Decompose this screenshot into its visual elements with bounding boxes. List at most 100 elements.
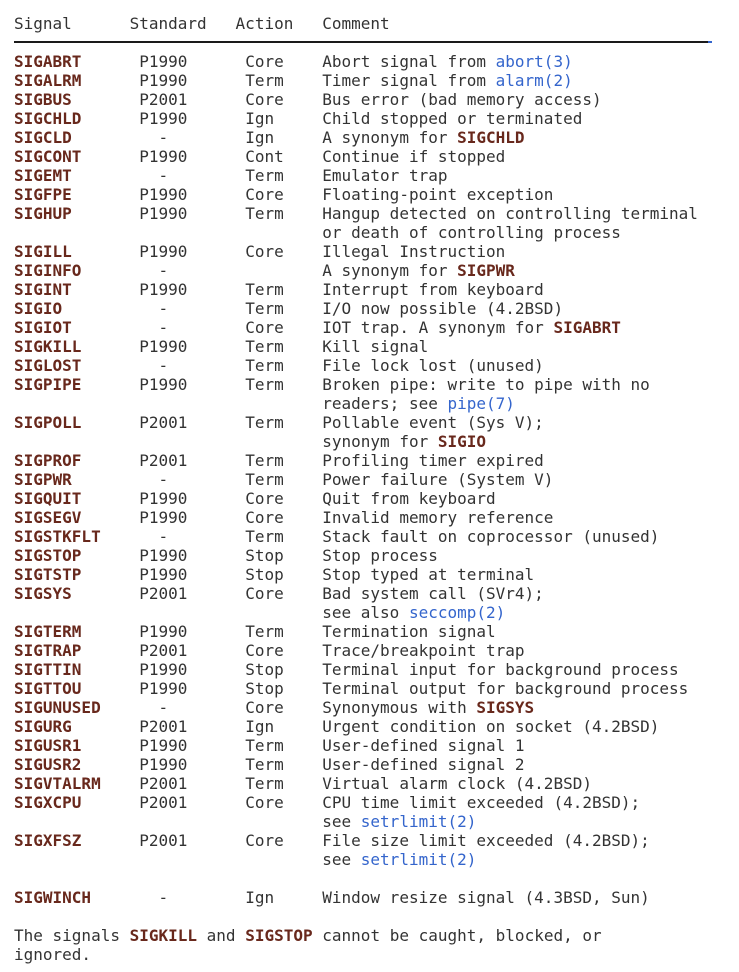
table-row: SIGIO - Term I/O now possible (4.2BSD) xyxy=(14,299,729,318)
signal-name: SIGHUP xyxy=(14,204,72,223)
comment-cell: readers; see pipe(7) xyxy=(322,394,515,413)
table-row-wrap: see setrlimit(2) xyxy=(14,812,729,831)
standard-cell: P1990 xyxy=(139,489,188,508)
comment-text: Floating-point exception xyxy=(322,185,554,204)
comment-text: Profiling timer expired xyxy=(322,451,544,470)
table-row-wrap: see also seccomp(2) xyxy=(14,603,729,622)
standard-cell: P2001 xyxy=(139,451,188,470)
table-row: SIGUSR1 P1990 Term User-defined signal 1 xyxy=(14,736,729,755)
standard-cell: P1990 xyxy=(139,185,188,204)
table-header-row: Signal Standard Action Comment xyxy=(14,14,729,33)
action-cell: Term xyxy=(245,166,284,185)
action-cell: Core xyxy=(245,508,284,527)
signal-name: SIGTTOU xyxy=(14,679,82,698)
comment-cell: see also seccomp(2) xyxy=(322,603,505,622)
man-page-link[interactable]: alarm(2) xyxy=(495,71,573,90)
column-header-action: Action xyxy=(235,14,294,33)
standard-cell: - xyxy=(158,698,169,717)
standard-cell: - xyxy=(158,299,169,318)
comment-cell: Illegal Instruction xyxy=(322,242,505,261)
comment-text: synonym for xyxy=(322,432,438,451)
table-row: SIGKILL P1990 Term Kill signal xyxy=(14,337,729,356)
comment-cell: synonym for SIGIO xyxy=(322,432,486,451)
signal-name: SIGCONT xyxy=(14,147,82,166)
comment-cell: Quit from keyboard xyxy=(322,489,495,508)
comment-cell: see setrlimit(2) xyxy=(322,850,476,869)
action-cell: Term xyxy=(245,622,284,641)
standard-cell: P2001 xyxy=(139,831,188,850)
action-cell: Term xyxy=(245,71,284,90)
man-page-link[interactable]: seccomp(2) xyxy=(408,603,506,622)
signal-name: SIGKILL xyxy=(14,337,82,356)
comment-text: Invalid memory reference xyxy=(322,508,554,527)
standard-cell: P2001 xyxy=(139,717,188,736)
comment-text: Window resize signal (4.3BSD, Sun) xyxy=(322,888,650,907)
table-row: SIGALRM P1990 Term Timer signal from alarm(… xyxy=(14,71,729,90)
table-row: SIGABRT P1990 Core Abort signal from abort(… xyxy=(14,52,729,71)
man-page-link[interactable]: setrlimit(2) xyxy=(360,850,477,869)
signal-ref: SIGCHLD xyxy=(457,128,525,147)
signal-name: SIGUSR1 xyxy=(14,736,82,755)
table-row-wrap: or death of controlling process xyxy=(14,223,729,242)
header-rule-blue-cap xyxy=(707,41,712,43)
standard-cell: P1990 xyxy=(139,242,188,261)
comment-text: User-defined signal 1 xyxy=(322,736,525,755)
action-cell: Term xyxy=(245,527,284,546)
table-row: SIGHUP P1990 Term Hangup detected on contro… xyxy=(14,204,729,223)
comment-cell: I/O now possible (4.2BSD) xyxy=(322,299,563,318)
signal-name: SIGIO xyxy=(14,299,63,318)
signal-name: SIGSTKFLT xyxy=(14,527,101,546)
table-row: SIGPROF P2001 Term Profiling timer expired xyxy=(14,451,729,470)
table-row: SIGUSR2 P1990 Term User-defined signal 2 xyxy=(14,755,729,774)
standard-cell: P1990 xyxy=(139,204,188,223)
table-row: SIGPOLL P2001 Term Pollable event (Sys V); xyxy=(14,413,729,432)
standard-cell: P2001 xyxy=(139,641,188,660)
standard-cell: P1990 xyxy=(139,71,188,90)
comment-text: I/O now possible (4.2BSD) xyxy=(322,299,564,318)
action-cell: Term xyxy=(245,451,284,470)
action-cell: Term xyxy=(245,736,284,755)
standard-cell: P1990 xyxy=(139,755,188,774)
comment-text: The signals xyxy=(14,926,130,945)
table-row-wrap: synonym for SIGIO xyxy=(14,432,729,451)
table-row: SIGLOST - Term File lock lost (unused) xyxy=(14,356,729,375)
comment-text: Power failure (System V) xyxy=(322,470,554,489)
signal-name: SIGILL xyxy=(14,242,72,261)
table-row: SIGWINCH - Ign Window resize signal (4.3BSD… xyxy=(14,888,729,907)
standard-cell: P1990 xyxy=(139,508,188,527)
comment-text: Kill signal xyxy=(322,337,429,356)
standard-cell: P1990 xyxy=(139,147,188,166)
comment-text: Urgent condition on socket (4.2BSD) xyxy=(322,717,660,736)
table-row: SIGSYS P2001 Core Bad system call (SVr4); xyxy=(14,584,729,603)
comment-cell: Floating-point exception xyxy=(322,185,553,204)
table-row-wrap: see setrlimit(2) xyxy=(14,850,729,869)
footer-paragraph: The signals SIGKILL and SIGSTOP cannot b… xyxy=(14,926,729,964)
signal-name: SIGXFSZ xyxy=(14,831,82,850)
footer-line: The signals SIGKILL and SIGSTOP cannot b… xyxy=(14,926,729,945)
man-page-link[interactable]: setrlimit(2) xyxy=(360,812,477,831)
comment-cell: Window resize signal (4.3BSD, Sun) xyxy=(322,888,650,907)
action-cell: Core xyxy=(245,831,284,850)
comment-cell: or death of controlling process xyxy=(322,223,621,242)
comment-text: Pollable event (Sys V); xyxy=(322,413,544,432)
comment-cell: Bus error (bad memory access) xyxy=(322,90,601,109)
comment-text: Quit from keyboard xyxy=(322,489,496,508)
standard-cell: P1990 xyxy=(139,337,188,356)
comment-cell: Abort signal from abort(3) xyxy=(322,52,572,71)
comment-text: Interrupt from keyboard xyxy=(322,280,544,299)
action-cell: Core xyxy=(245,185,284,204)
action-cell: Core xyxy=(245,90,284,109)
standard-cell: - xyxy=(158,470,169,489)
comment-cell: Stack fault on coprocessor (unused) xyxy=(322,527,659,546)
action-cell: Term xyxy=(245,204,284,223)
table-row-wrap: readers; see pipe(7) xyxy=(14,394,729,413)
signal-name: SIGQUIT xyxy=(14,489,82,508)
comment-text: Emulator trap xyxy=(322,166,448,185)
standard-cell: P1990 xyxy=(139,736,188,755)
man-page-link[interactable]: pipe(7) xyxy=(447,394,515,413)
comment-cell: Emulator trap xyxy=(322,166,447,185)
man-page-link[interactable]: abort(3) xyxy=(495,52,573,71)
comment-cell: A synonym for SIGPWR xyxy=(322,261,515,280)
column-header-standard: Standard xyxy=(129,14,207,33)
comment-cell: Hangup detected on controlling terminal xyxy=(322,204,698,223)
